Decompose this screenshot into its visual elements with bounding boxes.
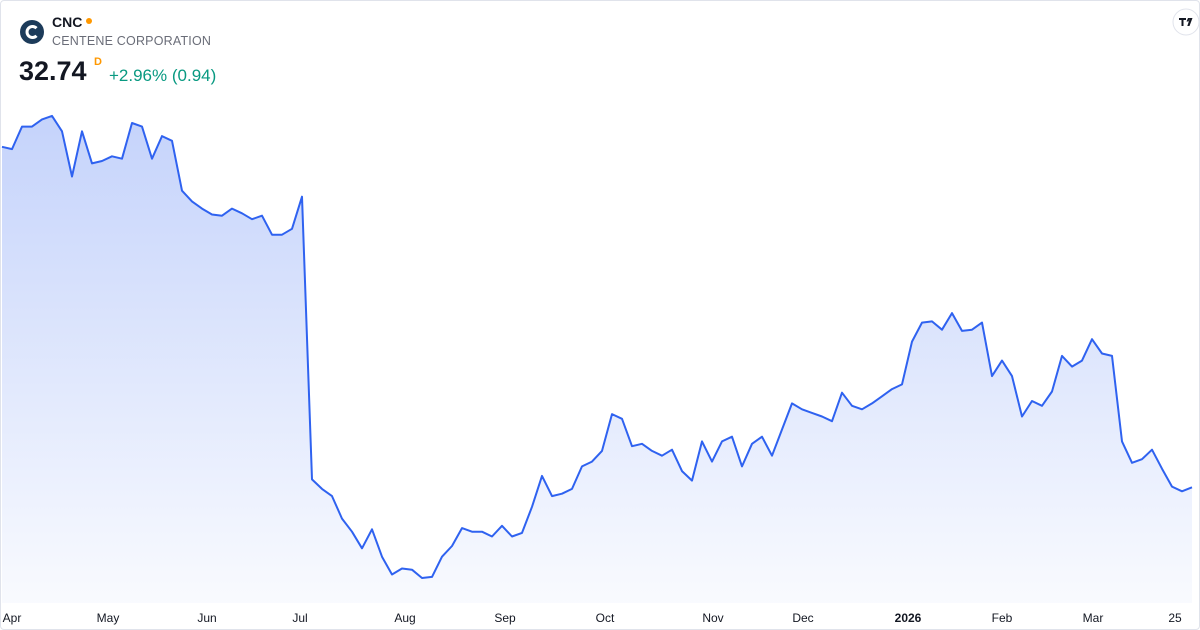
x-tick-label: 2026 [895, 611, 922, 625]
status-dot [86, 18, 92, 24]
x-tick-label: 25 [1168, 611, 1182, 625]
symbol: CNC [52, 14, 83, 30]
change: +2.96% (0.94) [109, 66, 217, 85]
company-name: CENTENE CORPORATION [52, 34, 212, 48]
x-tick-label: Feb [992, 611, 1013, 625]
x-tick-label: Apr [3, 611, 22, 625]
x-tick-label: Jul [292, 611, 307, 625]
x-tick-label: Mar [1083, 611, 1104, 625]
x-tick-label: Sep [494, 611, 516, 625]
x-tick-label: Jun [197, 611, 216, 625]
x-tick-label: Oct [596, 611, 615, 625]
price: 32.74 [19, 56, 87, 86]
x-tick-label: May [97, 611, 120, 625]
logo [20, 20, 44, 44]
price-line [1, 114, 1193, 579]
x-tick-label: Aug [394, 611, 415, 625]
x-tick-label: Nov [702, 611, 723, 625]
interval: D [94, 56, 102, 68]
brand-logo[interactable] [1172, 8, 1200, 36]
x-tick-label: Dec [792, 611, 813, 625]
area-fill [2, 115, 1192, 604]
